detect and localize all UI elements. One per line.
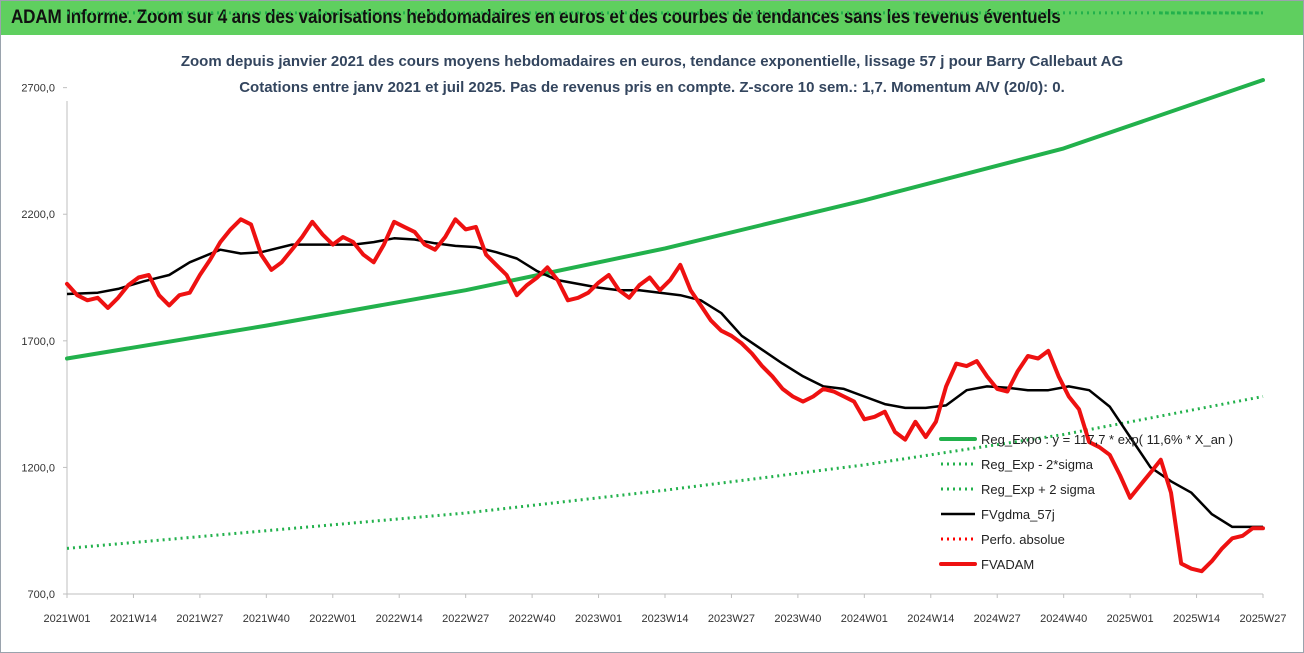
legend-label-1: Reg_Exp - 2*sigma [981, 457, 1094, 472]
series-line-2 [66, 395, 1264, 550]
x-tick-label: 2024W40 [1040, 613, 1087, 625]
x-tick-label: 2022W01 [309, 613, 356, 625]
header-bar: ADAM Informe. Zoom sur 4 ans des valoris… [1, 1, 1303, 35]
x-tick-label: 2025W14 [1173, 613, 1220, 625]
x-tick-label: 2025W27 [1239, 613, 1286, 625]
x-tick-label: 2022W40 [509, 613, 556, 625]
legend-label-2: Reg_Exp + 2 sigma [981, 482, 1096, 497]
y-tick-label: 2700,0 [21, 83, 55, 95]
legend-label-4: Perfo. absolue [981, 532, 1065, 547]
legend-label-3: FVgdma_57j [981, 507, 1055, 522]
header-title: ADAM Informe. Zoom sur 4 ans des valoris… [11, 7, 1061, 28]
legend-label-0: Reg_Expo : y = 117,7 * exp( 11,6% * X_an… [981, 432, 1233, 447]
series-layer [65, 11, 1265, 574]
series-line-5 [65, 217, 1265, 574]
x-tick-label: 2021W27 [176, 613, 223, 625]
legend-label-5: FVADAM [981, 557, 1034, 572]
series-line-3 [66, 237, 1263, 529]
y-tick-label: 700,0 [27, 589, 55, 601]
x-tick-label: 2023W27 [708, 613, 755, 625]
x-tick-label: 2022W27 [442, 613, 489, 625]
x-tick-label: 2023W01 [575, 613, 622, 625]
y-axis: 700,0 1200,0 1700,0 2200,0 2700,0 [21, 83, 68, 601]
y-tick-label: 1700,0 [21, 336, 55, 348]
x-tick-label: 2023W40 [774, 613, 821, 625]
chart-subtitle: Cotations entre janv 2021 et juil 2025. … [239, 79, 1065, 96]
y-tick-label: 2200,0 [21, 209, 55, 221]
x-tick-label: 2023W14 [641, 613, 688, 625]
x-tick-label: 2021W01 [43, 613, 90, 625]
x-tick-label: 2024W14 [907, 613, 954, 625]
x-tick-label: 2021W40 [243, 613, 290, 625]
series-line-0 [65, 78, 1265, 361]
x-tick-label: 2025W01 [1107, 613, 1154, 625]
x-tick-label: 2024W27 [974, 613, 1021, 625]
legend: Reg_Expo : y = 117,7 * exp( 11,6% * X_an… [939, 432, 1233, 572]
y-tick-label: 1200,0 [21, 462, 55, 474]
x-axis: 2021W01 2021W14 2021W27 2021W40 2022W01 2022W… [43, 593, 1287, 625]
x-tick-label: 2024W01 [841, 613, 888, 625]
x-tick-label: 2021W14 [110, 613, 157, 625]
x-tick-label: 2022W14 [376, 613, 423, 625]
chart-title: Zoom depuis janvier 2021 des cours moyen… [180, 53, 1124, 70]
